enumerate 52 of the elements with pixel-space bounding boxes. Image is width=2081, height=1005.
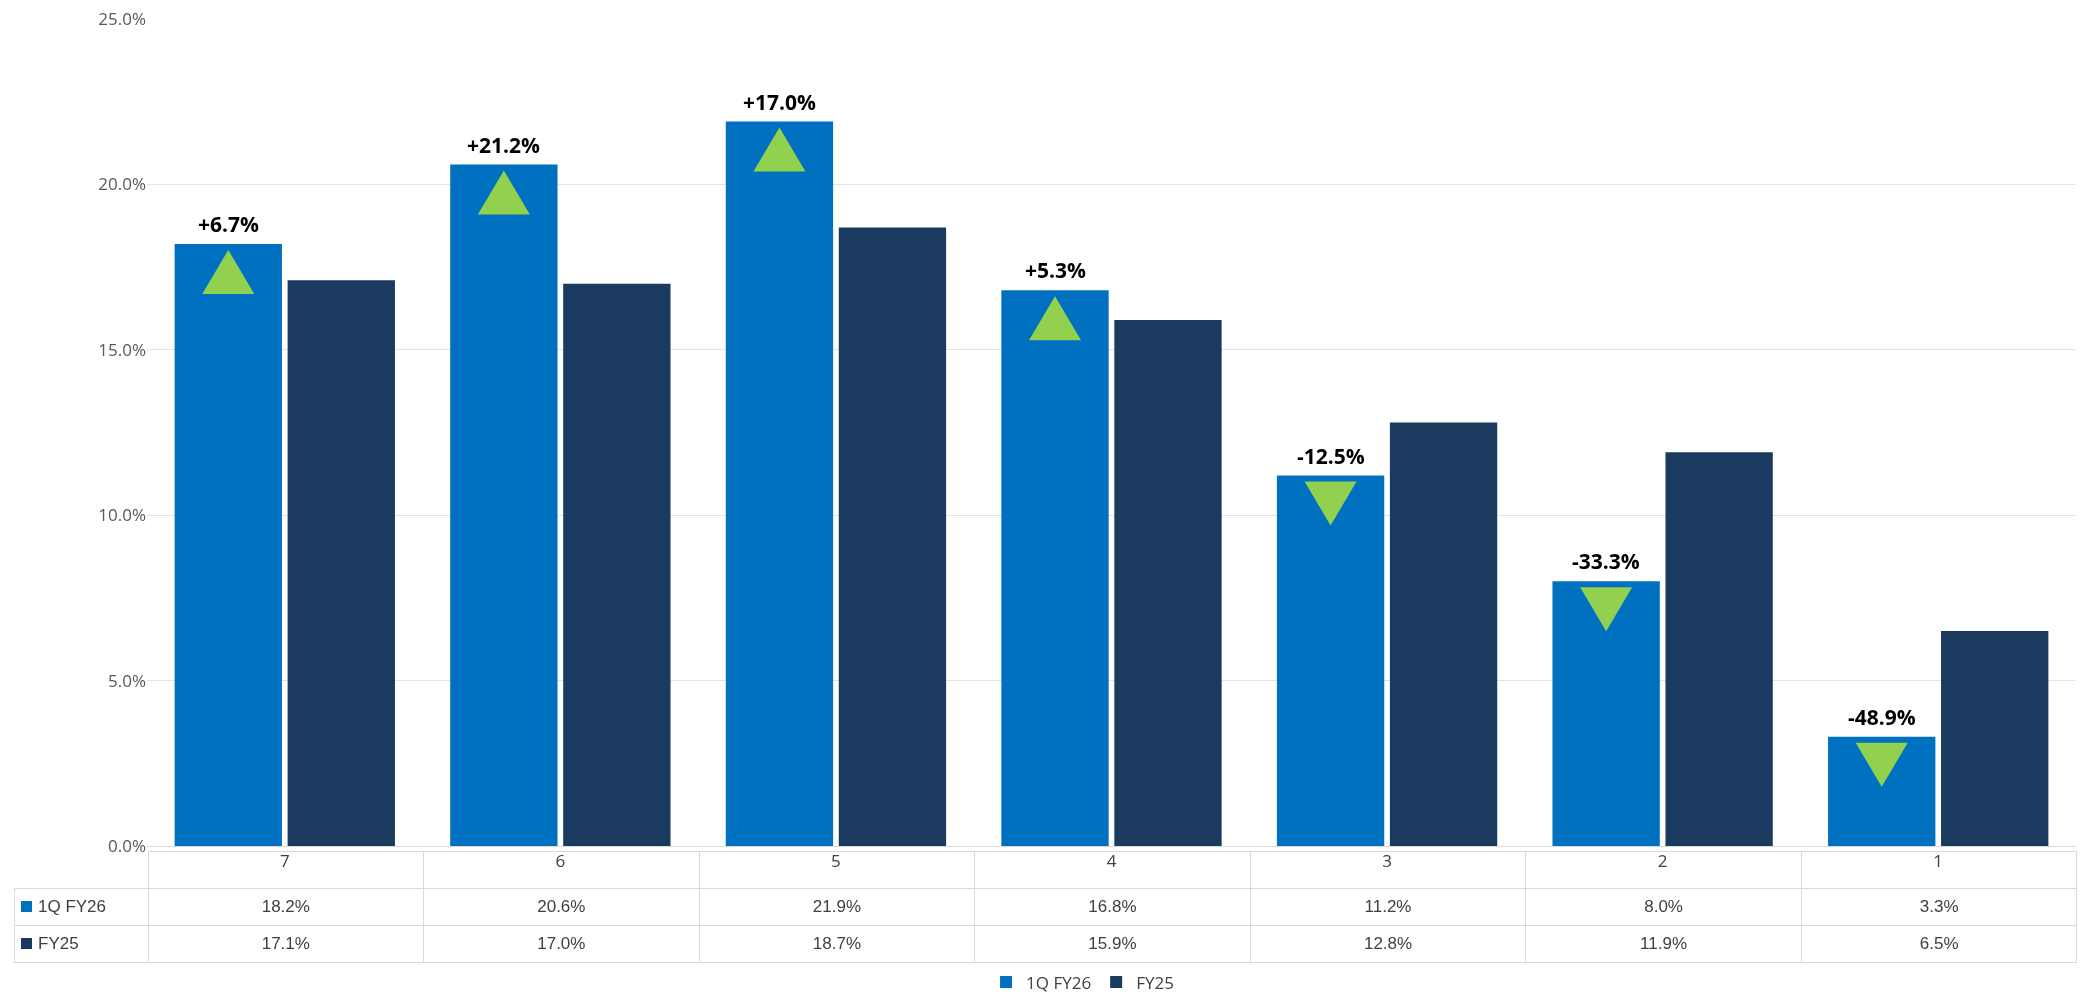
bar [450,164,558,846]
text: 1Q FY26 [1026,970,1092,994]
x-tick-label: 2 [1657,849,1668,873]
data-label: 12.8% [1250,925,1526,963]
y-tick-label: 20.0% [98,172,146,196]
x-tick-label: 3 [1382,849,1392,873]
data-label: 8.0% [1525,888,1802,926]
legend-label: FY25 [1136,970,1174,994]
bar [838,227,947,846]
annotation: +5.3% [1025,256,1087,284]
x-tick-label: 4 [1106,849,1117,873]
y-tick-label: 25.0% [98,6,146,30]
bar [1114,320,1222,846]
bar [174,243,282,846]
legend-label: 1Q FY26 [14,888,148,926]
data-label: 18.7% [699,925,975,963]
y-tick-label: 10.0% [98,503,146,527]
bar [1665,452,1773,846]
data-label: 17.1% [148,925,424,963]
bar [1941,630,2049,846]
bar [1001,290,1109,846]
annotation: -33.3% [1572,547,1640,575]
data-label: 20.6% [423,888,700,926]
bar [1276,475,1385,846]
bar [1389,422,1498,846]
x-tick-label: 5 [831,849,841,873]
bar [1828,736,1936,846]
annotation: -12.5% [1297,442,1365,470]
x-tick-label: 6 [555,849,566,873]
data-label: 6.5% [1801,925,2077,963]
data-label: 3.3% [1801,888,2077,926]
annotation: +6.7% [198,210,260,238]
data-label: 15.9% [974,925,1251,963]
data-label: 21.9% [699,888,975,926]
y-tick-label: 5.0% [108,668,146,692]
data-label: 17.0% [423,925,700,963]
x-tick-label: 1 [1933,849,1944,873]
data-label: 18.2% [148,888,424,926]
data-label: 11.2% [1250,888,1526,926]
bar [287,280,395,846]
annotation: +17.0% [743,88,817,116]
data-label: 11.9% [1525,925,1802,963]
y-tick-label: 0.0% [108,833,146,857]
x-tick-label: 7 [279,849,290,873]
annotation: -48.9% [1848,703,1916,731]
bar [1552,581,1660,846]
text: FY25 [38,934,79,953]
bar [725,121,834,846]
data-label: 16.8% [974,888,1251,926]
bar [563,283,671,846]
y-tick-label: 15.0% [98,337,146,361]
annotation: +21.2% [467,131,541,159]
